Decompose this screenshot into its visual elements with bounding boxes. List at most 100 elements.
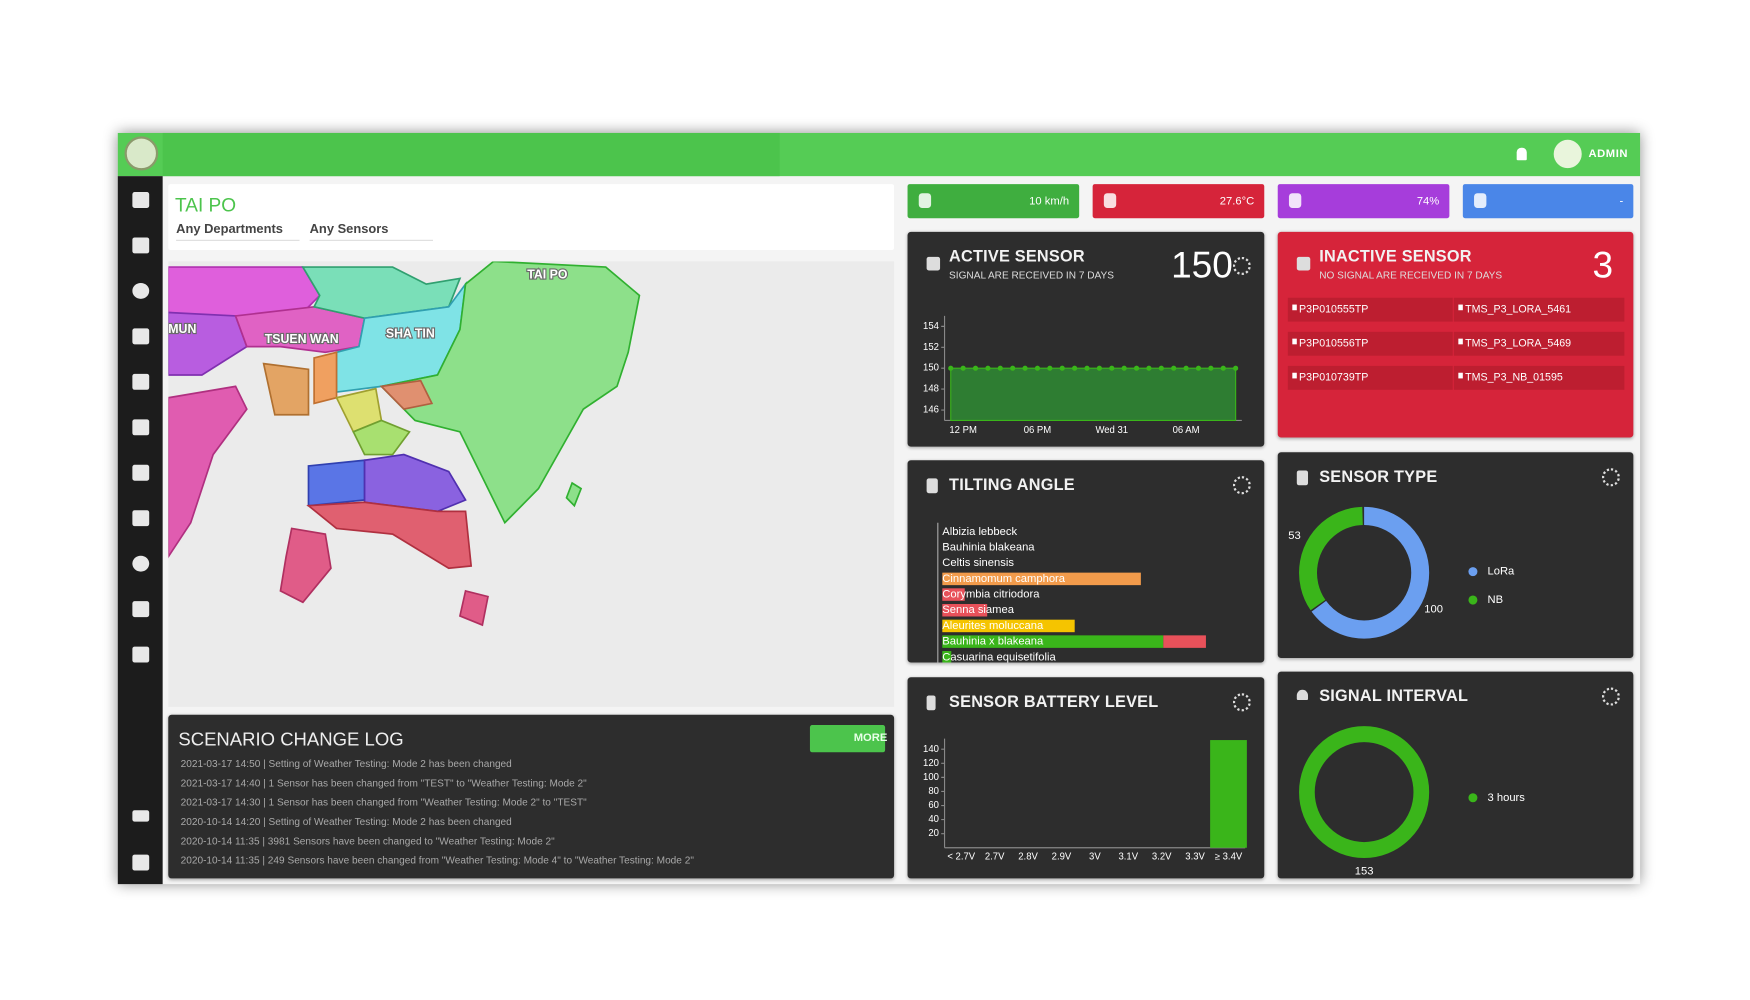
region[interactable] bbox=[379, 379, 434, 411]
sensor-id: TMS_P3_LORA_5469 bbox=[1465, 337, 1572, 351]
humidity-tile: 74% bbox=[1277, 184, 1450, 219]
refresh-icon[interactable] bbox=[1232, 693, 1251, 712]
x-tick-label: 3.2V bbox=[1152, 851, 1172, 862]
refresh-icon[interactable] bbox=[1601, 468, 1620, 487]
temperature-value: 27.6°C bbox=[1219, 195, 1255, 208]
y-tick-label: 20 bbox=[928, 828, 939, 839]
point bbox=[972, 365, 979, 371]
category-label: Aleurites moluccana bbox=[942, 620, 1044, 632]
category-label: Casuarina equisetifolia bbox=[942, 651, 1056, 662]
x-tick-label: < 2.7V bbox=[947, 851, 975, 862]
department-filter[interactable]: Any Departments bbox=[176, 223, 300, 241]
legend-label: NB bbox=[1488, 594, 1504, 606]
region[interactable] bbox=[262, 362, 310, 416]
refresh-icon[interactable] bbox=[1232, 256, 1251, 276]
donut-slice bbox=[1299, 506, 1430, 639]
active-chart: 146 148 150 152 154 12 PM 06 PM Wed 31 06 AM bbox=[923, 315, 1242, 436]
region[interactable] bbox=[458, 589, 489, 627]
humidity-value: 74% bbox=[1416, 195, 1440, 208]
y-tick-label: 154 bbox=[923, 321, 940, 332]
map[interactable]: TAI PO TSUEN WAN SHA TIN MUN bbox=[168, 261, 895, 707]
signal-interval-card: SIGNAL INTERVAL 153 3 hours bbox=[1277, 671, 1634, 879]
battery-icon bbox=[926, 695, 936, 711]
log-entry: 2021-03-17 14:30 | 1 Sensor has been cha… bbox=[180, 796, 587, 808]
sensor-icon bbox=[1292, 372, 1297, 379]
point bbox=[1034, 365, 1041, 371]
refresh-icon[interactable] bbox=[1232, 476, 1251, 495]
nav-weather[interactable] bbox=[132, 510, 150, 527]
inactive-count: 3 bbox=[1592, 243, 1614, 286]
region[interactable] bbox=[279, 527, 332, 604]
inactive-sensor: TMS_P3_NB_01595 bbox=[1453, 365, 1625, 390]
point bbox=[1133, 365, 1140, 371]
sensor-icon bbox=[1458, 372, 1463, 379]
region[interactable] bbox=[306, 501, 473, 570]
top-bar-left bbox=[162, 132, 780, 177]
nav-dashboard[interactable] bbox=[132, 192, 150, 208]
point bbox=[985, 365, 991, 371]
region[interactable] bbox=[313, 351, 338, 405]
x-tick-label: 06 PM bbox=[1024, 425, 1052, 436]
nav-report[interactable] bbox=[132, 601, 150, 618]
map-svg: TAI PO TSUEN WAN SHA TIN MUN bbox=[168, 261, 641, 627]
inactive-sensor: P3P010555TP bbox=[1287, 297, 1453, 322]
sensor-filter[interactable]: Any Sensors bbox=[309, 223, 434, 241]
point bbox=[1059, 365, 1065, 371]
no-signal-icon bbox=[1296, 256, 1311, 271]
sensor-id: TMS_P3_LORA_5461 bbox=[1465, 303, 1572, 316]
category-label: Albizia lebbeck bbox=[942, 526, 1017, 538]
bar bbox=[942, 619, 1075, 633]
nav-sensor[interactable] bbox=[132, 328, 150, 345]
angle-icon bbox=[926, 478, 938, 494]
legend-swatch bbox=[1468, 567, 1478, 577]
sensor-id: TMS_P3_NB_01595 bbox=[1465, 371, 1563, 385]
bar bbox=[1163, 635, 1206, 648]
region[interactable] bbox=[363, 453, 467, 513]
nav-apps[interactable] bbox=[132, 854, 150, 871]
avatar[interactable] bbox=[1553, 139, 1582, 169]
region[interactable] bbox=[565, 481, 583, 508]
more-button[interactable]: MORE bbox=[809, 725, 888, 753]
region[interactable] bbox=[168, 385, 248, 559]
nav-alarm[interactable] bbox=[132, 464, 150, 481]
battery-title: SENSOR BATTERY LEVEL bbox=[949, 693, 1159, 712]
region[interactable] bbox=[307, 459, 366, 507]
map-label: MUN bbox=[168, 322, 196, 336]
x-tick-label: 3.3V bbox=[1185, 851, 1205, 862]
nav-chart[interactable] bbox=[132, 373, 150, 390]
shapes-icon bbox=[1296, 470, 1309, 486]
logo[interactable] bbox=[124, 136, 159, 171]
region[interactable] bbox=[379, 261, 641, 525]
wind-value: 10 km/h bbox=[1029, 195, 1070, 208]
region[interactable] bbox=[168, 311, 248, 376]
nav-map[interactable] bbox=[132, 237, 150, 254]
inactive-sensor: TMS_P3_LORA_5461 bbox=[1453, 297, 1625, 322]
inactive-title: INACTIVE SENSOR bbox=[1319, 247, 1472, 266]
nav-expand[interactable] bbox=[132, 810, 150, 822]
bell-icon[interactable] bbox=[1516, 147, 1527, 161]
bar bbox=[942, 572, 1141, 586]
humidity-icon bbox=[1288, 193, 1302, 208]
nav-history[interactable] bbox=[132, 555, 150, 572]
y-tick-label: 40 bbox=[928, 814, 939, 825]
filter-card: TAI PO Any Departments Any Sensors bbox=[168, 184, 895, 251]
log-entry: 2021-03-17 14:50 | Setting of Weather Te… bbox=[180, 757, 512, 770]
region[interactable] bbox=[352, 419, 411, 456]
nav-tools[interactable] bbox=[132, 419, 150, 436]
nav-tree[interactable] bbox=[132, 282, 150, 299]
point bbox=[948, 365, 954, 371]
inactive-sensor: P3P010739TP bbox=[1287, 365, 1453, 390]
user-name[interactable]: ADMIN bbox=[1588, 147, 1629, 161]
more-label[interactable]: MORE bbox=[853, 731, 888, 745]
legend-label: 3 hours bbox=[1488, 792, 1526, 804]
refresh-icon[interactable] bbox=[1601, 687, 1620, 706]
point bbox=[1010, 365, 1016, 371]
nav-book[interactable] bbox=[132, 646, 150, 663]
map-label: TAI PO bbox=[527, 267, 568, 281]
point bbox=[1208, 365, 1214, 371]
category-label: Bauhinia x blakeana bbox=[942, 636, 1044, 648]
legend-label: LoRa bbox=[1488, 566, 1516, 578]
y-tick-label: 152 bbox=[923, 342, 939, 353]
tilting-title: TILTING ANGLE bbox=[949, 476, 1075, 495]
sensor-id: P3P010739TP bbox=[1299, 371, 1369, 385]
